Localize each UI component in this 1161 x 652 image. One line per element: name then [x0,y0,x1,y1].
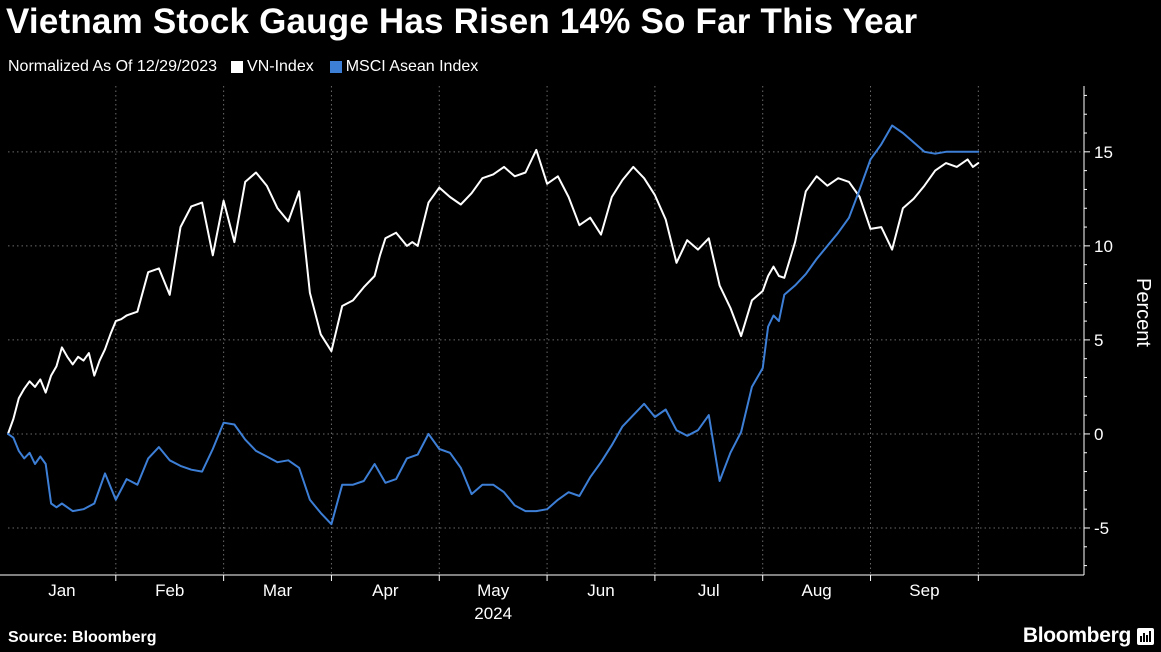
x-tick-label: Aug [801,581,831,600]
x-tick-label: Apr [372,581,399,600]
x-tick-label: May [477,581,510,600]
legend-item-vn-index: VN-Index [231,58,314,76]
axis-layer [0,86,1090,581]
y-tick-label: -5 [1094,519,1109,538]
y-tick-label: 0 [1094,425,1103,444]
legend-label-vn-index: VN-Index [247,58,314,75]
legend-item-msci-asean: MSCI Asean Index [329,58,479,76]
bloomberg-logo: Bloomberg [1022,624,1131,647]
legend-swatch-vn-index [231,61,244,73]
legend-swatch-msci-asean [329,61,342,73]
y-tick-label: 15 [1094,143,1113,162]
series-layer [7,124,980,526]
x-tick-label: Feb [155,581,184,600]
legend-label-msci-asean: MSCI Asean Index [345,58,479,75]
x-tick-label: Jul [698,581,720,600]
y-tick-label: 5 [1094,331,1103,350]
series-line-msci-asean [7,124,980,526]
x-year-label: 2024 [474,604,512,623]
series-line-vn-index [7,148,980,435]
grid-layer [8,86,1084,575]
chart-title: Vietnam Stock Gauge Has Risen 14% So Far… [6,2,918,41]
source-note: Source: Bloomberg [8,629,157,646]
legend: Normalized As Of 12/29/2023 VN-Index MSC… [8,58,494,76]
bloomberg-terminal-icon [1137,628,1154,645]
x-tick-label: Sep [909,581,939,600]
y-tick-label: 10 [1094,237,1113,256]
x-tick-label: Jan [48,581,75,600]
y-axis-title: Percent [1132,278,1154,347]
normalization-note: Normalized As Of 12/29/2023 [8,58,218,75]
x-tick-label: Jun [587,581,614,600]
x-tick-label: Mar [263,581,293,600]
label-layer: -5 0 5 10 15 Jan Feb Mar Apr May Jun Jul Aug Sep 2024 P… [48,143,1154,623]
